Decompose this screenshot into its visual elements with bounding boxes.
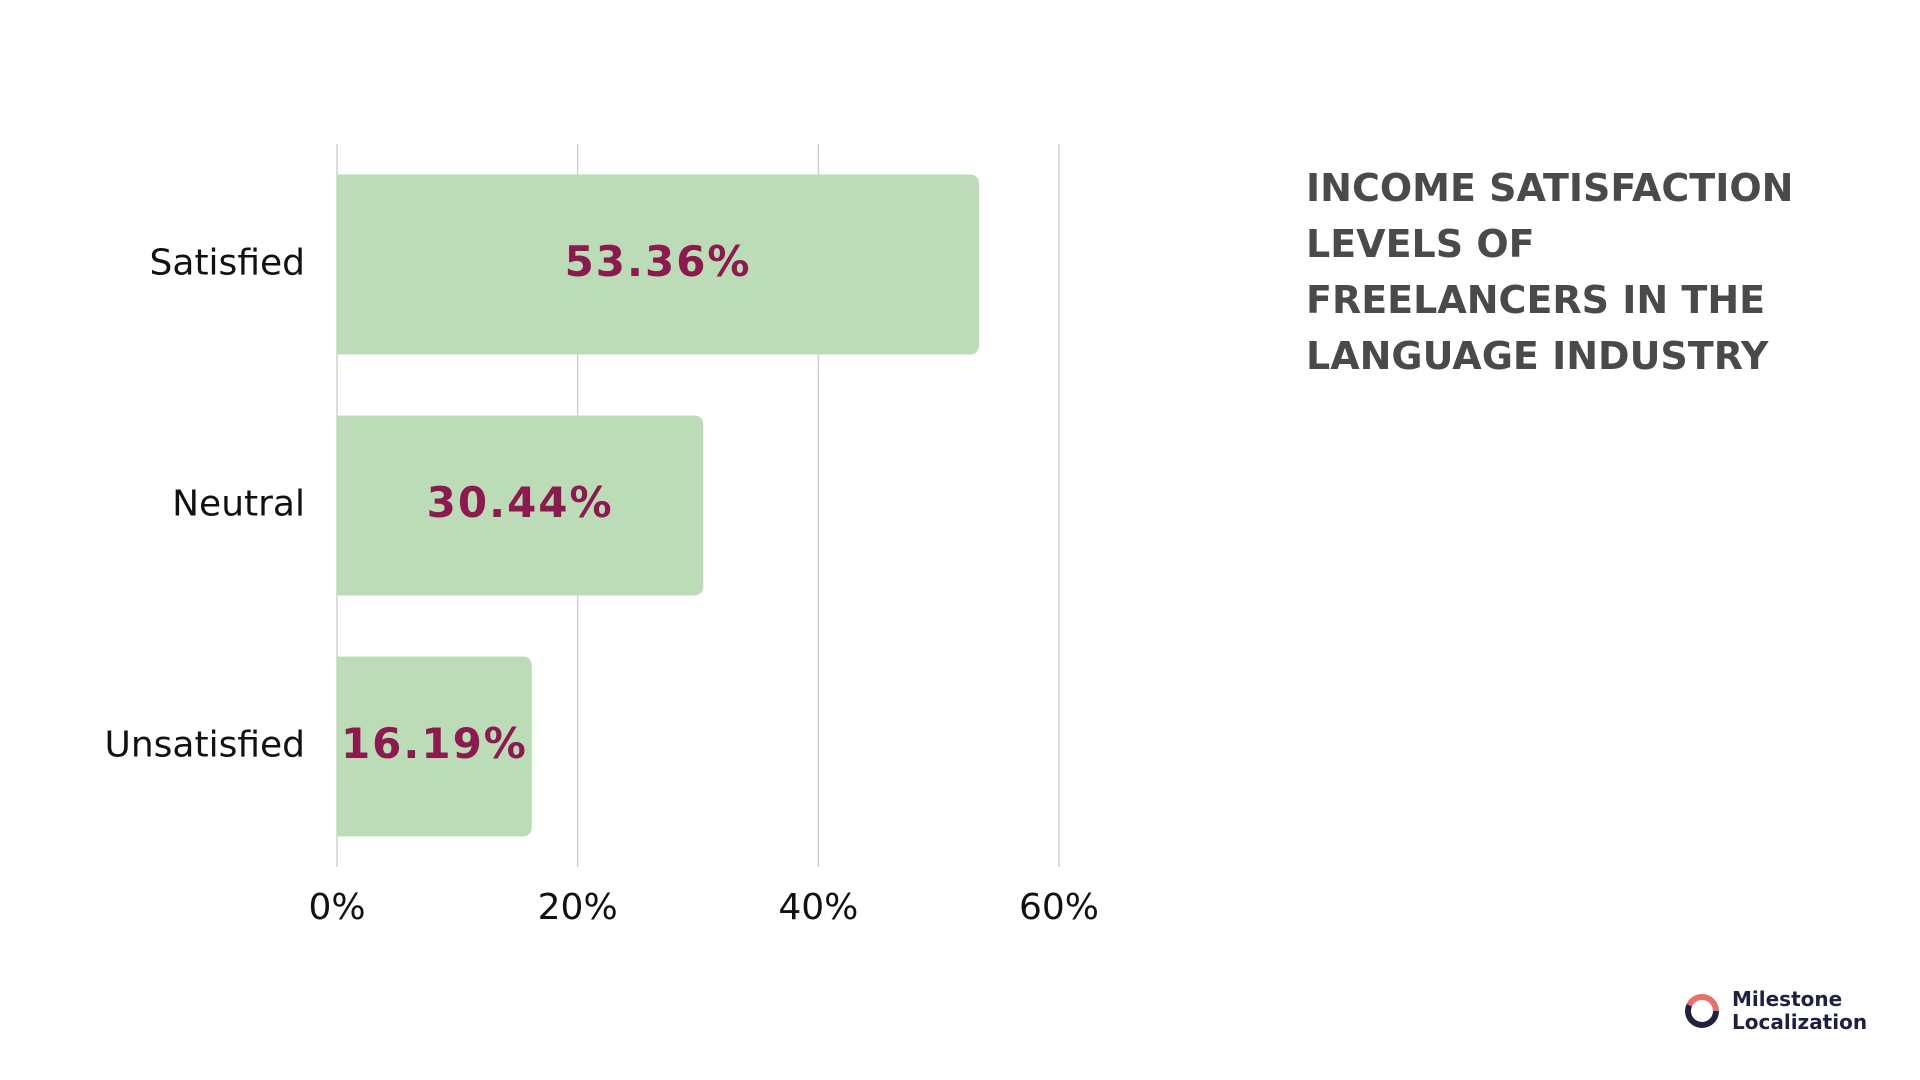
brand-line: Milestone [1732,987,1843,1011]
data-label: 30.44% [427,478,614,527]
chart-title: INCOME SATISFACTION LEVELS OF FREELANCER… [1306,166,1794,378]
x-tick-label: 20% [538,887,618,928]
brand-logo: Milestone Localization [1682,988,1867,1034]
bar [337,415,704,596]
x-tick-label: 40% [778,887,858,928]
x-tick-label: 0% [308,887,365,928]
bar [337,174,980,355]
data-label: 16.19% [341,719,528,768]
data-label: 53.36% [565,237,752,286]
y-tick-label: Satisfied [150,243,305,284]
brand-line: Localization [1732,1010,1868,1034]
logo-icon [1685,994,1719,1028]
bar [337,656,532,837]
y-tick-label: Unsatisfied [104,725,305,766]
x-tick-label: 60% [1019,887,1099,928]
y-tick-label: Neutral [172,484,305,525]
brand-text: Milestone Localization [1732,988,1867,1034]
